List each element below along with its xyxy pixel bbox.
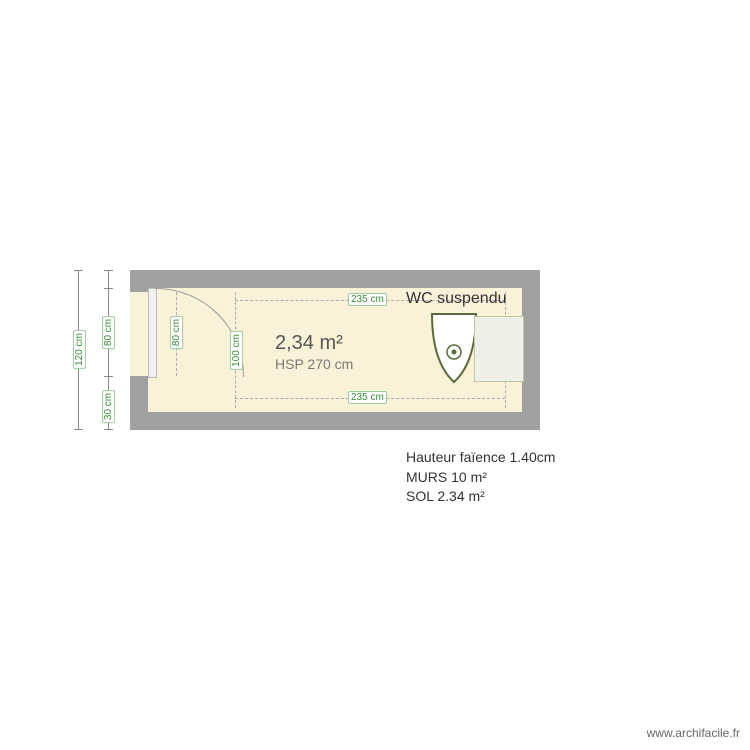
dim-tick (104, 429, 113, 430)
dim-tick (74, 429, 83, 430)
watermark: www.archifacile.fr (647, 726, 740, 740)
fixture-wc-label: WC suspendu (406, 290, 507, 308)
note-line-1: Hauteur faïence 1.40cm (406, 448, 555, 468)
floor-plan-canvas: 120 cm 80 cm 30 cm 80 cm 100 cm 100 cm 2… (0, 0, 750, 750)
toilet-mount-plate (474, 316, 524, 382)
note-line-3: SOL 2.34 m² (406, 487, 555, 507)
note-line-2: MURS 10 m² (406, 468, 555, 488)
door-opening (130, 292, 148, 376)
dim-ext-80-label: 80 cm (102, 316, 115, 349)
dim-ext-30-label: 30 cm (102, 390, 115, 423)
dim-tick (74, 270, 83, 271)
dim-int-top-h-label: 235 cm (348, 293, 387, 306)
dim-tick (104, 270, 113, 271)
dim-ext-120-label: 120 cm (73, 330, 86, 369)
room-area-label: 2,34 m² (275, 332, 343, 355)
room-hsp-label: HSP 270 cm (275, 356, 353, 372)
dim-int-bot-h-label: 235 cm (348, 391, 387, 404)
dim-tick (104, 376, 113, 377)
dim-int-left-v-label: 100 cm (230, 331, 243, 370)
dim-int-door-label: 80 cm (170, 316, 183, 349)
notes-block: Hauteur faïence 1.40cm MURS 10 m² SOL 2.… (406, 448, 555, 507)
toilet-icon (428, 312, 480, 384)
dim-tick (104, 288, 113, 289)
